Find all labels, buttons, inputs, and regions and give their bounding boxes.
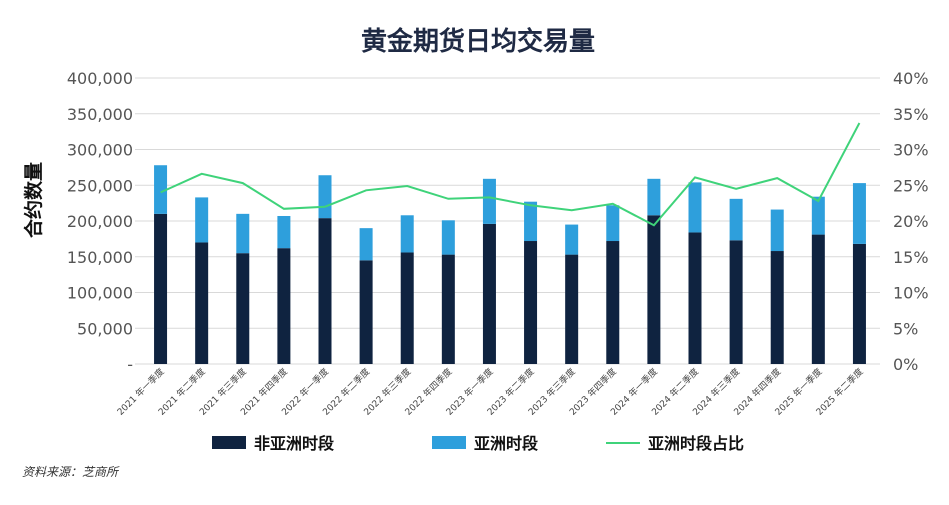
source-note: 资料来源：芝商所	[22, 465, 120, 479]
y-tick-label: 250,000	[67, 176, 133, 195]
bar-non-asia	[606, 241, 620, 364]
bar-non-asia	[482, 223, 496, 364]
y-axis-ticks: - 50,000 100,000 150,000 200,000 250,000 300,0…	[67, 69, 133, 374]
bar-asia	[236, 213, 250, 254]
bars	[154, 165, 866, 364]
y2-tick-label: 25%	[893, 176, 929, 195]
legend-label-non-asia: 非亚洲时段	[254, 434, 335, 453]
y-tick-label: 350,000	[67, 105, 133, 124]
legend-label-ratio: 亚洲时段占比	[648, 434, 744, 453]
bar-asia	[729, 198, 743, 241]
bar-asia	[277, 215, 291, 249]
bar-asia	[606, 205, 620, 242]
y2-tick-label: 10%	[893, 284, 929, 303]
y-tick-label: 300,000	[67, 141, 133, 160]
bar-non-asia	[359, 260, 373, 364]
bar-non-asia	[195, 242, 209, 364]
bar-non-asia	[400, 252, 414, 364]
y2-tick-label: 15%	[893, 248, 929, 267]
bar-asia	[441, 220, 455, 255]
bar-asia	[482, 178, 496, 224]
legend: 非亚洲时段 亚洲时段 亚洲时段占比	[212, 434, 744, 453]
bar-asia	[318, 175, 332, 219]
bar-asia	[688, 182, 702, 233]
bar-non-asia	[565, 254, 579, 364]
bar-asia	[770, 209, 784, 252]
y-tick-label: -	[127, 355, 133, 374]
bar-non-asia	[524, 241, 538, 364]
legend-label-asia: 亚洲时段	[474, 434, 539, 453]
y2-axis-ticks: 0% 5% 10% 15% 20% 25% 30% 35% 40%	[893, 69, 929, 374]
y2-tick-label: 40%	[893, 69, 929, 88]
bar-non-asia	[647, 215, 661, 364]
bar-non-asia	[318, 218, 332, 364]
bar-asia	[195, 197, 209, 243]
bar-asia	[647, 178, 661, 216]
bar-non-asia	[852, 243, 866, 364]
bar-asia	[400, 215, 414, 253]
bar-asia	[359, 228, 373, 261]
bar-asia	[811, 196, 825, 235]
y-axis-label: 合约数量	[22, 162, 45, 238]
bar-non-asia	[277, 248, 291, 364]
bar-non-asia	[770, 251, 784, 364]
y-tick-label: 400,000	[67, 69, 133, 88]
gridlines	[135, 77, 880, 365]
bar-non-asia	[441, 254, 455, 364]
ratio-line	[160, 122, 861, 227]
y2-tick-label: 20%	[893, 212, 929, 231]
y2-tick-label: 0%	[893, 355, 918, 374]
bar-non-asia	[688, 232, 702, 364]
bar-asia	[524, 201, 538, 242]
y-tick-label: 100,000	[67, 284, 133, 303]
bar-asia	[852, 183, 866, 244]
bar-non-asia	[236, 253, 250, 364]
bar-asia	[565, 224, 579, 255]
legend-swatch-non-asia	[212, 436, 246, 449]
bar-non-asia	[154, 213, 168, 364]
legend-swatch-asia	[432, 436, 466, 449]
bar-non-asia	[811, 234, 825, 364]
ratio-line-path	[160, 122, 861, 227]
y2-tick-label: 35%	[893, 105, 929, 124]
bar-asia	[154, 165, 168, 214]
y-tick-label: 200,000	[67, 212, 133, 231]
y2-tick-label: 5%	[893, 319, 918, 338]
y-tick-label: 150,000	[67, 248, 133, 267]
bar-non-asia	[729, 240, 743, 364]
y2-tick-label: 30%	[893, 141, 929, 160]
y-tick-label: 50,000	[77, 319, 133, 338]
chart-title: 黄金期货日均交易量	[361, 26, 595, 57]
